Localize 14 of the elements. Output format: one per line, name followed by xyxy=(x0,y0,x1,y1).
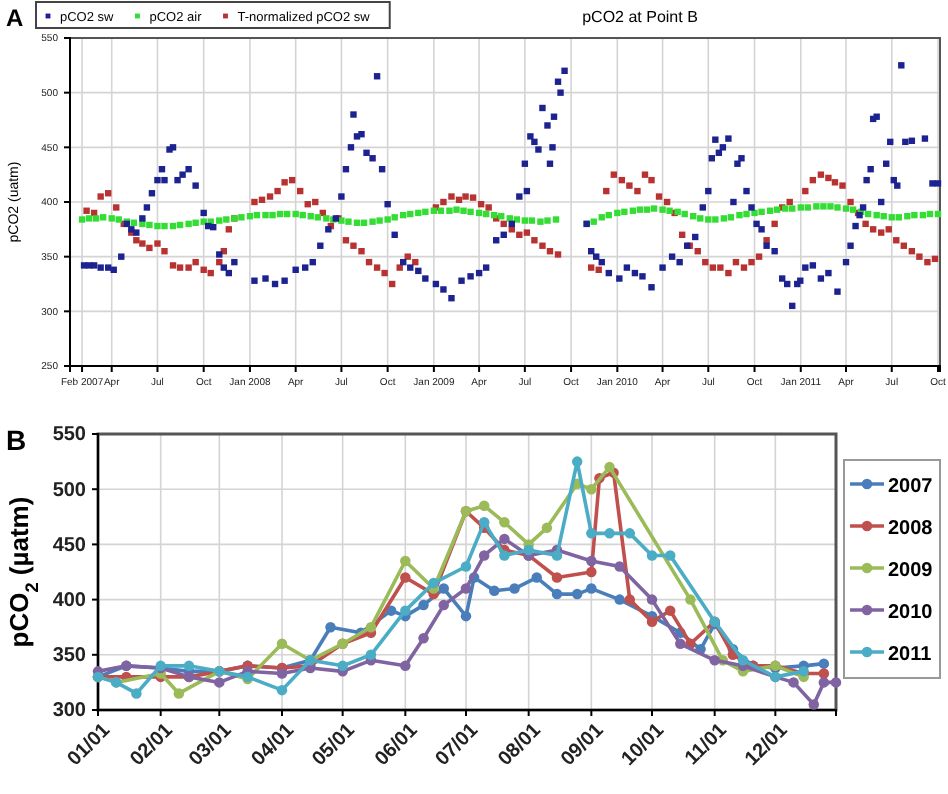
y-tick-label: 400 xyxy=(52,590,87,612)
y-tick-label: 300 xyxy=(52,700,87,723)
y-tick-label: 350 xyxy=(52,645,87,668)
text: B xyxy=(6,424,27,456)
y-tick-label: 500 xyxy=(52,479,87,502)
text: A xyxy=(6,4,24,32)
y-tick-label: 550 xyxy=(52,424,87,447)
legend-label: 2010 xyxy=(888,602,934,624)
legend-label: 2009 xyxy=(888,560,934,582)
legend-label: 2007 xyxy=(888,476,934,498)
legend-label: 2011 xyxy=(888,644,933,666)
y-tick-label: 450 xyxy=(52,534,87,557)
chart-title: pCO2 at Point B xyxy=(582,8,698,26)
legend-label: 2008 xyxy=(888,518,934,540)
